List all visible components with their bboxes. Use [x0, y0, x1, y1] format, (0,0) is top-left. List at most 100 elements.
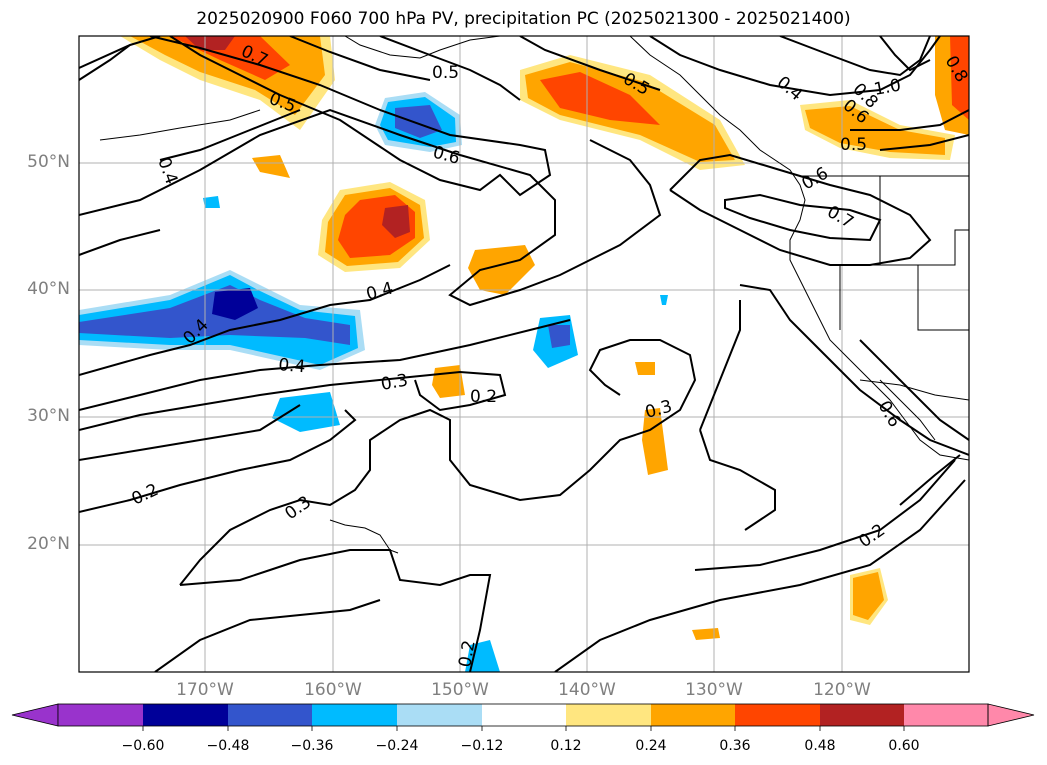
pv-contour [79, 409, 357, 513]
pv-contour [79, 229, 161, 256]
coastlines [99, 36, 969, 554]
contour-label: 0.6 [799, 163, 832, 194]
pv-contour [739, 284, 969, 456]
pv-contour [879, 134, 969, 151]
precip-positive-area [635, 362, 655, 375]
pv-contour [699, 300, 741, 431]
pv-contour [669, 153, 932, 266]
pv-contour [649, 36, 941, 97]
colorbar-frame [57, 703, 989, 727]
lon-label: 130°W [685, 680, 743, 700]
precip-positive-area [382, 205, 410, 238]
pv-contour [850, 109, 969, 131]
pv-contour [519, 36, 661, 91]
coastline-gulf-of-california [879, 379, 936, 441]
colorbar-ticks [142, 726, 905, 731]
colorbar [11, 703, 1035, 731]
lat-label: 40°N [27, 279, 70, 299]
pv-contour [724, 193, 882, 242]
lon-label: 120°W [813, 680, 871, 700]
colorbar-tick-label: 0.48 [804, 738, 836, 754]
map-frame [78, 35, 970, 673]
colorbar-tick-label: 0.12 [550, 738, 582, 754]
precip-negative-area [212, 288, 258, 320]
lat-label: 50°N [27, 152, 70, 172]
state-borders [839, 176, 969, 331]
precip-positive-area [642, 408, 668, 475]
colorbar-tick-label: −0.60 [121, 738, 165, 754]
precip-negative-area [395, 105, 442, 138]
precip-negative-area [660, 295, 668, 305]
pv-contour [79, 404, 301, 461]
contour-label: 0.2 [855, 520, 889, 552]
contour-label: 0.7 [824, 202, 857, 233]
lon-label: 140°W [558, 680, 616, 700]
contour-label: 0.4 [278, 355, 307, 377]
pv-contour [554, 479, 966, 672]
map-title: 2025020900 F060 700 hPa PV, precipitatio… [196, 9, 851, 29]
colorbar-tick-label: −0.12 [460, 738, 504, 754]
pv-contour [289, 36, 431, 81]
pv-contour [879, 36, 931, 72]
pv-contour [79, 108, 662, 307]
pv-contour [79, 370, 507, 431]
contour-label: 0.3 [379, 371, 409, 395]
contour-label: 0.3 [643, 397, 674, 423]
colorbar-tick-label: −0.24 [375, 738, 419, 754]
colorbar-extend-low [11, 703, 59, 727]
pv-contour [779, 36, 931, 77]
pv-contour [149, 36, 552, 197]
colorbar-tick-label: −0.48 [206, 738, 250, 754]
colorbar-segment [820, 704, 904, 726]
pv-contour [699, 429, 776, 531]
contour-label: 0.6 [431, 143, 462, 169]
colorbar-tick-label: 0.24 [635, 738, 667, 754]
pv-contour [79, 44, 131, 81]
pv-contour [79, 264, 451, 376]
precip-positive-area [692, 628, 720, 640]
contour-label: 1.0 [872, 76, 902, 100]
pv-contour [154, 599, 381, 672]
colorbar-segment [566, 704, 651, 726]
precip-positive-area [468, 245, 535, 295]
colorbar-segment [397, 704, 482, 726]
contour-label: 0.5 [432, 63, 459, 83]
colorbar-tick-label: 0.60 [888, 738, 920, 754]
pv-contour [379, 36, 521, 101]
precip-negative-area [203, 196, 220, 208]
colorbar-segment [228, 704, 312, 726]
pv-contours [79, 36, 969, 672]
pv-contour [159, 109, 301, 161]
lon-label: 150°W [431, 680, 489, 700]
colorbar-segment [651, 704, 735, 726]
precip-positive-shading [120, 36, 969, 640]
pv-contour [79, 319, 571, 411]
lon-label: 160°W [304, 680, 362, 700]
coastline-north-america [629, 36, 969, 461]
lat-label: 20°N [27, 534, 70, 554]
colorbar-segment [482, 704, 566, 726]
contour-label: 0.4 [773, 73, 807, 106]
precip-positive-area [950, 36, 969, 120]
precip-positive-area [252, 155, 290, 178]
colorbar-tick-label: 0.36 [719, 738, 751, 754]
coastline-north-america [344, 36, 501, 59]
colorbar-segment [312, 704, 397, 726]
pv-contour [179, 549, 492, 672]
pv-contour [859, 339, 969, 441]
precip-negative-area [79, 285, 350, 345]
precip-negative-area [465, 640, 500, 672]
lon-label: 170°W [176, 680, 234, 700]
colorbar-segment [904, 704, 988, 726]
colorbar-segment [143, 704, 228, 726]
coastline-hawaii [329, 519, 399, 554]
pv-contour [179, 339, 697, 586]
contour-label: 0.2 [455, 639, 479, 669]
colorbar-segment [58, 704, 143, 726]
contour-label: 0.5 [840, 135, 867, 155]
lat-label: 30°N [27, 406, 70, 426]
precip-positive-area [540, 72, 660, 125]
colorbar-extend-high [987, 703, 1035, 727]
contour-label: 0.2 [129, 480, 162, 510]
precip-negative-area [548, 325, 570, 348]
